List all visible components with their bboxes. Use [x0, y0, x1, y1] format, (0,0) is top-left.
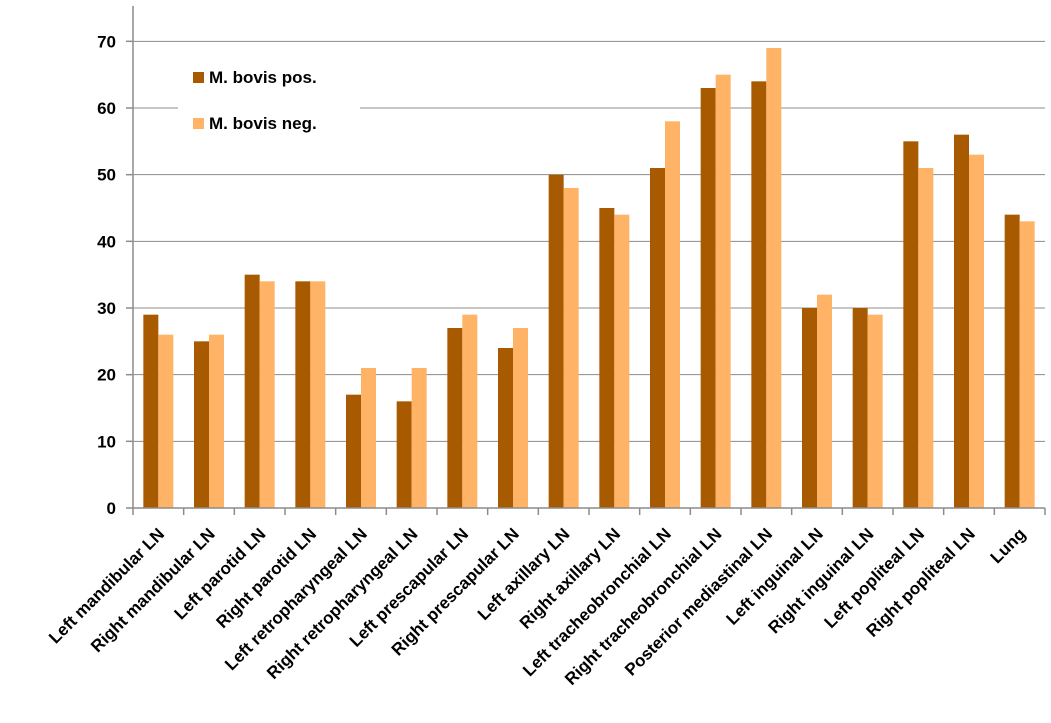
bar-mbovis-neg — [969, 154, 984, 508]
bar-mbovis-neg — [614, 214, 630, 508]
x-tick-label: Left axillary LN — [474, 524, 574, 624]
bar-mbovis-pos — [346, 394, 361, 508]
bar-mbovis-neg — [817, 294, 832, 508]
bar-mbovis-pos — [751, 81, 767, 508]
x-tick-label: Lung — [987, 524, 1030, 567]
bar-mbovis-neg — [259, 281, 275, 508]
bar-mbovis-neg — [158, 334, 174, 508]
bar-mbovis-pos — [194, 341, 209, 508]
bar-mbovis-pos — [447, 328, 463, 508]
x-tick-label: Left parotid LN — [171, 524, 270, 623]
bar-mbovis-pos — [396, 401, 412, 508]
y-tick-labels: 0 10 20 30 40 50 60 70 — [97, 32, 116, 518]
legend-swatch — [193, 118, 204, 129]
bar-mbovis-neg — [1019, 221, 1035, 509]
bar-mbovis-neg — [310, 281, 326, 508]
bar-mbovis-pos — [498, 348, 513, 508]
bar-mbovis-neg — [411, 368, 427, 508]
bar-mbovis-neg — [209, 334, 224, 508]
bar-mbovis-pos — [802, 308, 817, 508]
bar-mbovis-neg — [665, 121, 680, 508]
y-tick-label: 0 — [107, 499, 116, 518]
bar-mbovis-pos — [650, 168, 665, 508]
bar-mbovis-pos — [548, 174, 564, 508]
bar-mbovis-neg — [513, 328, 528, 508]
y-tick-label: 20 — [97, 366, 116, 385]
legend-swatch — [193, 72, 204, 83]
bar-mbovis-neg — [563, 188, 579, 508]
y-tick-label: 30 — [97, 299, 116, 318]
bar-mbovis-pos — [852, 308, 868, 508]
legend: M. bovis pos. M. bovis neg. — [178, 55, 360, 151]
axes — [126, 6, 1046, 515]
legend-box — [178, 55, 360, 151]
legend-label: M. bovis pos. — [209, 68, 317, 87]
y-tick-label: 40 — [97, 232, 116, 251]
y-tick-label: 10 — [97, 432, 116, 451]
bar-mbovis-neg — [462, 314, 478, 508]
y-tick-label: 50 — [97, 166, 116, 185]
bar-mbovis-pos — [599, 208, 615, 508]
bar-mbovis-neg — [361, 368, 376, 508]
bar-mbovis-pos — [244, 274, 260, 508]
bars — [143, 48, 1035, 509]
bar-mbovis-pos — [295, 281, 311, 508]
bar-mbovis-pos — [1004, 214, 1020, 508]
bar-mbovis-neg — [715, 74, 731, 509]
bar-mbovis-neg — [918, 168, 934, 508]
bar-mbovis-pos — [903, 141, 919, 509]
bar-mbovis-pos — [143, 314, 159, 508]
y-tick-label: 60 — [97, 99, 116, 118]
bar-mbovis-neg — [766, 48, 782, 508]
bar-mbovis-pos — [700, 88, 716, 508]
bar-mbovis-pos — [954, 134, 969, 508]
legend-label: M. bovis neg. — [209, 114, 317, 133]
bar-mbovis-neg — [867, 314, 883, 508]
y-tick-label: 70 — [97, 32, 116, 51]
